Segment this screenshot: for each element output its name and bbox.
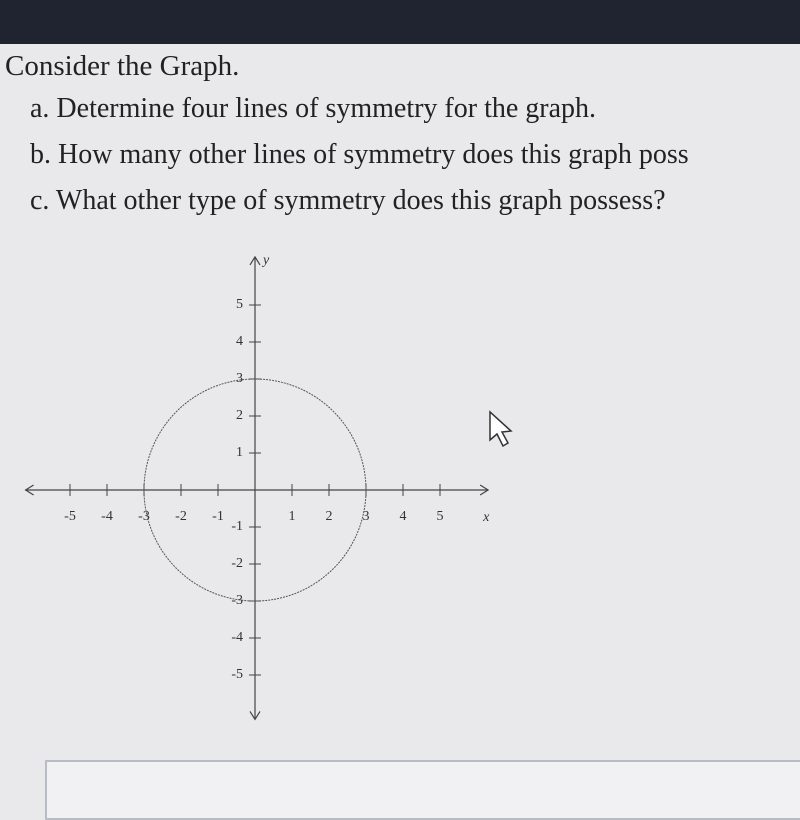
top-bar — [0, 0, 800, 44]
x-tick-label: -3 — [138, 509, 150, 524]
y-tick-label: -2 — [231, 556, 243, 571]
question-item: a. Determine four lines of symmetry for … — [30, 93, 597, 124]
arrow — [24, 255, 490, 721]
y-tick-label: -3 — [231, 593, 243, 608]
question-item: b. How many other lines of symmetry does… — [30, 139, 689, 170]
x-axis-label: x — [482, 510, 490, 525]
question: Consider the Graph. a. Determine four li… — [5, 50, 689, 231]
y-tick-label: 2 — [236, 408, 243, 423]
y-tick-label: 1 — [236, 445, 243, 460]
x-tick-label: -1 — [212, 509, 224, 524]
question-item: c. What other type of symmetry does this… — [30, 185, 666, 216]
question-title: Consider the Graph. — [5, 50, 240, 82]
y-axis-label: y — [261, 253, 270, 268]
cursor — [489, 410, 513, 448]
x-tick-label: -2 — [175, 509, 187, 524]
x-tick-label: 1 — [289, 509, 296, 524]
answer-box[interactable] — [45, 760, 800, 820]
x-tick-label: -4 — [101, 509, 113, 524]
y-tick-label: 3 — [236, 371, 243, 386]
circle — [143, 378, 367, 602]
x-tick-label: -5 — [64, 509, 76, 524]
y-tick-label: -5 — [231, 667, 243, 682]
x-tick-label: 3 — [363, 509, 370, 524]
y-tick-label: 5 — [236, 297, 243, 312]
x-tick-label: 4 — [400, 509, 407, 524]
x-tick-label: 2 — [326, 509, 333, 524]
y-tick-label: 4 — [236, 334, 243, 349]
y-tick-label: -4 — [231, 630, 243, 645]
y-tick-label: -1 — [231, 519, 243, 534]
x-tick-label: 5 — [437, 509, 444, 524]
